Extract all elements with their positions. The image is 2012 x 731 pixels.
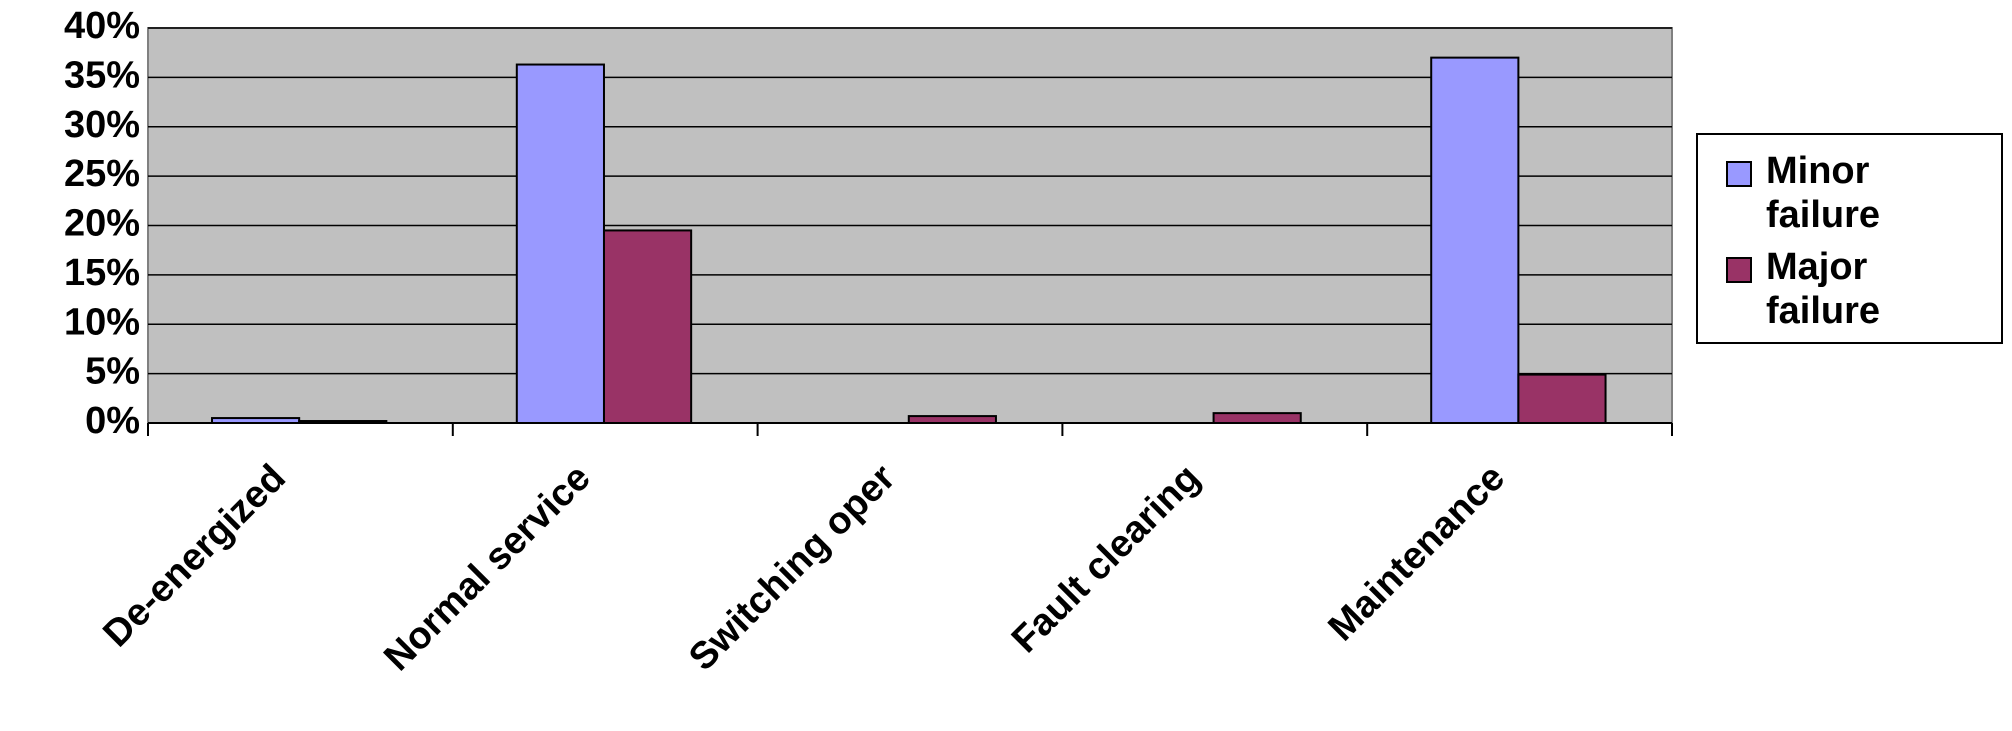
bar — [1430, 56, 1520, 424]
bar — [515, 63, 605, 424]
bar — [211, 417, 301, 424]
legend: Minor failure Major failure — [1696, 133, 2003, 344]
x-tick-label: Fault clearing — [1004, 457, 1208, 661]
legend-item: Minor failure — [1726, 149, 1916, 237]
y-tick-label: 5% — [85, 351, 140, 393]
y-tick-label: 35% — [64, 54, 140, 96]
legend-swatch — [1726, 257, 1752, 283]
y-tick-label: 40% — [64, 5, 140, 47]
bar — [298, 420, 388, 424]
x-tick-label: Maintenance — [1321, 457, 1513, 649]
x-tick-label: Switching oper — [681, 457, 903, 679]
bar — [907, 415, 997, 424]
legend-label: Minor failure — [1766, 150, 1881, 236]
y-tick-label: 20% — [64, 203, 140, 245]
legend-item: Major failure — [1726, 245, 1916, 333]
y-tick-label: 10% — [64, 301, 140, 343]
y-tick-label: 0% — [85, 400, 140, 442]
bar — [1517, 373, 1607, 424]
y-tick-label: 15% — [64, 252, 140, 294]
bar — [1212, 412, 1302, 424]
legend-swatch — [1726, 161, 1752, 187]
x-tick-label: Normal service — [376, 457, 598, 679]
legend-label: Major failure — [1766, 246, 1881, 332]
x-tick-label: De-energized — [95, 457, 293, 655]
bar — [602, 229, 693, 424]
y-tick-label: 30% — [64, 104, 140, 146]
y-tick-label: 25% — [64, 153, 140, 195]
